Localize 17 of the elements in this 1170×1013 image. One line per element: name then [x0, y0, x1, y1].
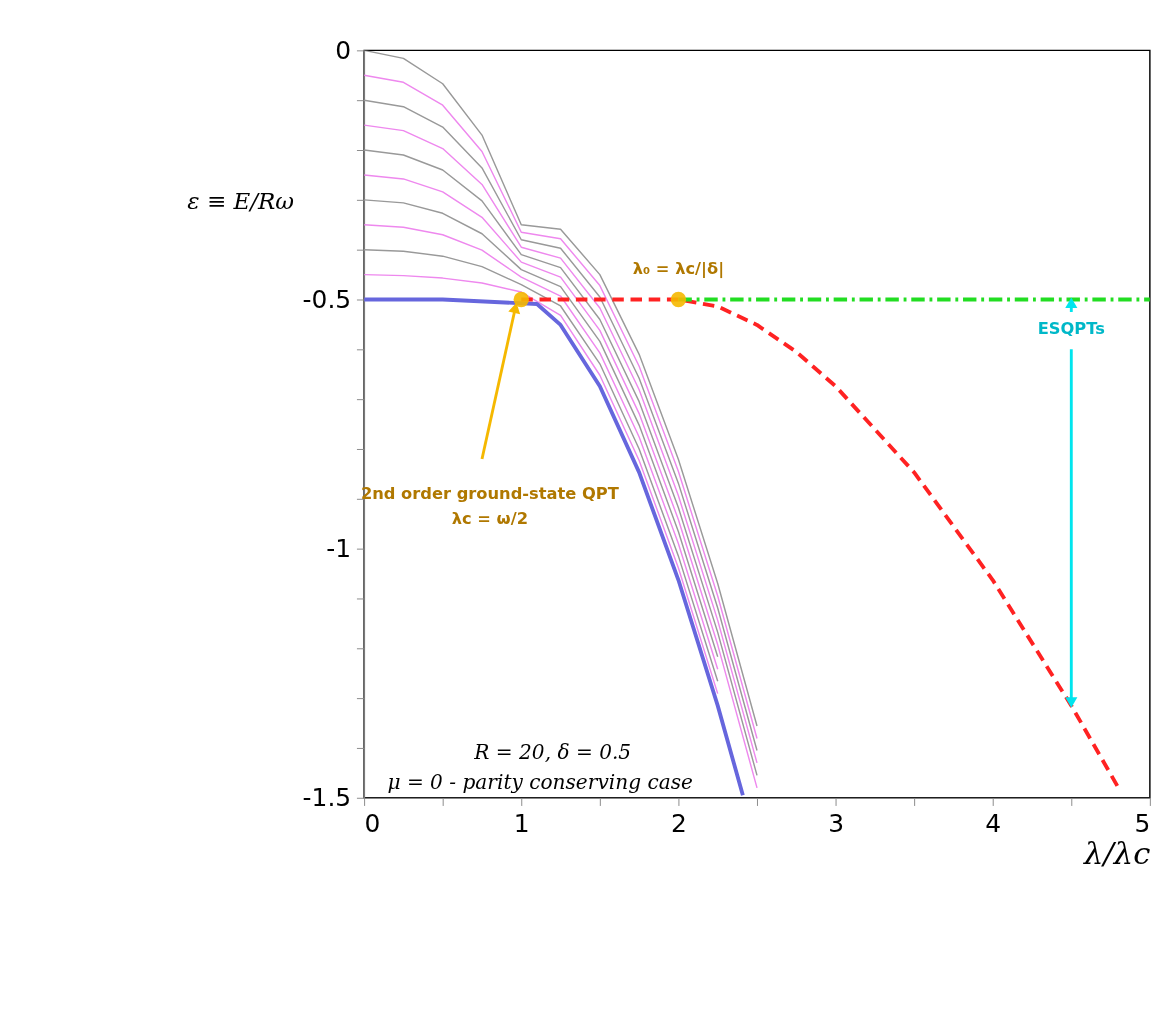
annotation: R = 20, δ = 0.5	[473, 739, 632, 764]
line-series	[364, 297, 745, 798]
x-tick-label: 4	[985, 808, 1002, 838]
x-tick-label: 5	[1134, 808, 1151, 838]
y-axis-title: ε ≡ E/Rω	[187, 187, 295, 214]
y-tick-label: -1	[326, 533, 352, 563]
x-tick-label: 0	[364, 808, 381, 838]
y-tick-label: -1.5	[302, 782, 352, 812]
x-tick-label: 2	[670, 808, 687, 838]
annotation: ESQPTs	[1037, 319, 1105, 339]
y-tick-label: -0.5	[302, 284, 352, 314]
y-tick-label: 0	[335, 35, 352, 65]
annotation: λ₀ = λc/|δ|	[632, 259, 725, 280]
annotation: μ = 0 - parity conserving case	[387, 769, 693, 794]
x-axis-title: λ/λc	[1083, 836, 1151, 872]
x-tick-label: 1	[513, 808, 530, 838]
x-tick-label: 3	[828, 808, 844, 838]
